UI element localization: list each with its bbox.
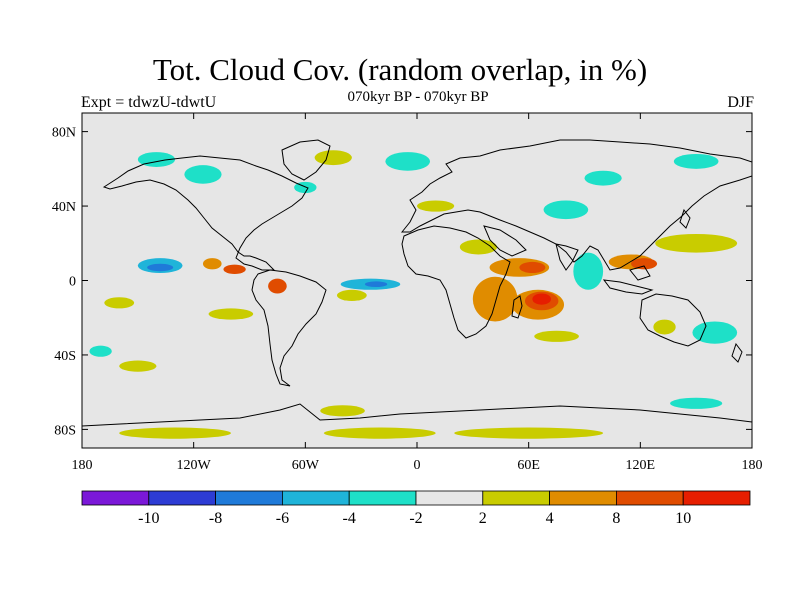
chart-subtitle: 070kyr BP - 070kyr BP — [347, 89, 489, 105]
anomaly-patch — [320, 405, 365, 417]
anomaly-patch — [208, 308, 254, 320]
colorbar-label: -8 — [209, 510, 222, 527]
lat-tick-label: 40N — [52, 200, 76, 215]
coastline-arabia — [483, 225, 527, 257]
coastline-new-zealand — [731, 342, 743, 363]
colorbar-label: 4 — [546, 510, 554, 527]
anomaly-patch — [670, 397, 723, 409]
anomaly-patch — [519, 261, 546, 274]
lon-tick-label: 60E — [517, 458, 540, 473]
anomaly-patch — [573, 252, 604, 290]
coastline-eurasia — [400, 139, 752, 271]
coastline-south-america — [251, 269, 327, 387]
lon-tick-label: 180 — [72, 458, 93, 473]
lon-tick-label: 180 — [742, 458, 763, 473]
colorbar-swatch — [682, 490, 751, 506]
anomaly-patch — [268, 278, 287, 294]
coastline-japan — [679, 208, 691, 229]
anomaly-patch — [104, 297, 135, 309]
colorbar-label: -4 — [343, 510, 356, 527]
anomaly-patch — [364, 281, 388, 288]
colorbar-swatch — [482, 490, 550, 506]
anomaly-patch — [673, 153, 719, 169]
anomaly-patch — [314, 150, 352, 166]
anomaly-patch — [532, 293, 551, 305]
latitude-labels: 80N 40N 0 40S 80S — [52, 126, 76, 439]
colorbar-swatch — [348, 490, 417, 506]
anomaly-patch — [119, 360, 157, 372]
colorbar-swatch — [281, 490, 350, 506]
colorbar-swatch — [616, 490, 684, 506]
coastline-africa — [401, 225, 511, 339]
anomaly-patch — [534, 330, 579, 342]
lat-tick-label: 0 — [69, 275, 76, 290]
coastline-madagascar — [511, 295, 523, 319]
experiment-label: Expt = tdwzU-tdwtU — [81, 94, 217, 111]
anomaly-patch — [119, 427, 231, 439]
coastline-australia — [639, 293, 707, 347]
anomaly-patch — [385, 152, 431, 171]
anomaly-patch — [147, 263, 174, 272]
anomaly-patch — [584, 170, 622, 186]
colorbar — [81, 490, 751, 506]
colorbar-label: 2 — [479, 510, 487, 527]
anomaly-patch — [454, 427, 604, 439]
lon-tick-label: 120W — [177, 458, 212, 473]
anomaly-patch — [89, 345, 112, 357]
coastline-north-america — [102, 155, 309, 271]
anomaly-patch — [417, 200, 455, 212]
coastlines — [82, 139, 752, 427]
anomaly-patch — [692, 321, 738, 344]
axis-ticks — [81, 113, 753, 448]
colorbar-label: -2 — [409, 510, 422, 527]
coastline-india — [555, 243, 579, 271]
anomaly-patch — [459, 239, 498, 255]
colorbar-swatch — [549, 490, 617, 506]
coastline-greenland — [281, 139, 331, 181]
colorbar-labels: -10 -8 -6 -4 -2 2 4 8 10 — [138, 510, 691, 527]
colorbar-swatch — [215, 490, 283, 506]
lon-tick-label: 60W — [292, 458, 320, 473]
anomaly-patch — [336, 289, 367, 301]
anomaly-patch — [653, 319, 676, 335]
colorbar-swatch — [81, 490, 150, 506]
season-label: DJF — [727, 94, 754, 111]
colorbar-label: -6 — [276, 510, 289, 527]
colorbar-swatch — [148, 490, 217, 506]
chart-title: Tot. Cloud Cov. (random overlap, in %) — [152, 52, 648, 87]
anomaly-patch — [202, 258, 222, 270]
anomaly-patch — [472, 276, 518, 322]
anomaly-patch — [223, 264, 246, 274]
lon-tick-label: 0 — [414, 458, 421, 473]
anomaly-patch — [184, 165, 222, 184]
lon-tick-label: 120E — [626, 458, 656, 473]
lat-tick-label: 80N — [52, 126, 76, 141]
lat-tick-label: 40S — [54, 349, 76, 364]
colorbar-swatch — [415, 490, 484, 506]
anomaly-patch — [543, 200, 589, 220]
colorbar-label: -10 — [138, 510, 159, 527]
longitude-labels: 180 120W 60W 0 60E 120E 180 — [72, 458, 763, 473]
lat-tick-label: 80S — [54, 423, 76, 438]
coastline-antarctica — [82, 403, 752, 427]
anomaly-patch — [655, 233, 738, 253]
anomaly-patch — [323, 427, 436, 439]
colorbar-label: 10 — [675, 510, 691, 527]
colorbar-label: 8 — [612, 510, 620, 527]
anomaly-layer — [89, 150, 738, 439]
coastline-indonesia — [602, 265, 654, 295]
anomaly-patch — [631, 258, 658, 270]
